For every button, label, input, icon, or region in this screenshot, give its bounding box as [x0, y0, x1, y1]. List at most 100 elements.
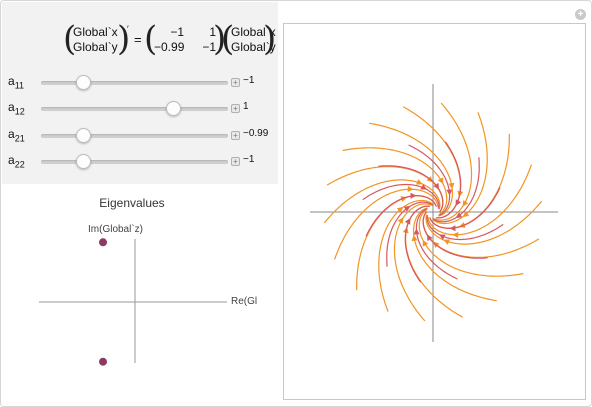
streamline: [393, 203, 432, 322]
streamline-arrow: [397, 217, 404, 224]
coefficient-matrix: −1 1 −0.99 −1: [154, 25, 216, 55]
lhs-bottom: Global`y: [73, 40, 118, 54]
streamline-arrow: [462, 200, 469, 207]
eigen-x-axis-label: Re(Gl: [231, 296, 258, 307]
streamline: [415, 208, 458, 280]
streamline: [432, 157, 480, 223]
rhs-left-paren: (: [221, 19, 235, 59]
plus-circle-icon[interactable]: +: [575, 9, 586, 20]
slider-thumb[interactable]: [76, 154, 91, 169]
slider-a11: a11 + −1: [1, 73, 277, 93]
streamline-arrow: [404, 218, 411, 225]
equals-sign: =: [134, 32, 142, 47]
streamline-arrow: [437, 177, 444, 185]
streamline-arrow: [407, 186, 414, 192]
eigenvalue-point: [99, 357, 107, 366]
streamline-arrow: [433, 182, 440, 190]
left-paren: (: [63, 19, 77, 59]
m22: −1: [202, 40, 216, 54]
plus-icon[interactable]: +: [231, 104, 240, 113]
streamline-arrow: [455, 199, 462, 206]
slider-value: −0.99: [243, 128, 269, 139]
lhs-vector: Global`x Global`y: [73, 25, 118, 55]
streamline-arrow: [462, 211, 470, 218]
streamline-arrow: [452, 232, 459, 238]
slider-label: a22: [8, 153, 25, 170]
eigenvalues-title: Eigenvalues: [99, 196, 165, 210]
streamline-arrow: [446, 189, 453, 196]
streamline-arrow: [403, 206, 411, 212]
slider-track[interactable]: [41, 107, 228, 111]
streamline-arrow: [410, 192, 417, 199]
streamline-arrow: [448, 182, 455, 190]
streamline: [425, 200, 543, 245]
streamline-arrow: [439, 234, 446, 240]
slider-label: a11: [8, 74, 25, 91]
streamline-arrow: [449, 225, 456, 232]
streamline: [408, 144, 451, 216]
streamline: [378, 165, 444, 213]
rhs-vector: Global`x Global`y: [231, 25, 276, 55]
streamline-arrow: [396, 206, 404, 213]
streamline: [323, 179, 441, 224]
eigen-y-axis-label: Im(Global`z): [88, 224, 144, 235]
streamline: [413, 207, 497, 302]
streamline-arrow: [413, 228, 420, 235]
streamline: [427, 164, 532, 236]
streamline: [431, 112, 488, 225]
phase-portrait: [310, 84, 558, 342]
streamline: [435, 141, 462, 219]
slider-thumb[interactable]: [76, 128, 91, 143]
plus-icon[interactable]: +: [231, 78, 240, 87]
streamline-arrow: [455, 212, 463, 218]
matrix-left-paren: (: [144, 19, 158, 59]
slider-track[interactable]: [41, 160, 228, 164]
lhs-top: Global`x: [73, 25, 118, 39]
streamline: [378, 199, 435, 312]
streamline: [342, 147, 448, 215]
prime-mark: ′: [127, 24, 129, 34]
slider-label: a21: [8, 127, 25, 144]
slider-value: −1: [243, 75, 255, 86]
slider-track[interactable]: [41, 81, 228, 85]
rhs-bottom: Global`y: [231, 40, 276, 54]
slider-a21: a21 + −0.99: [1, 126, 277, 146]
streamline: [426, 214, 504, 241]
slider-thumb[interactable]: [166, 101, 181, 116]
plus-icon[interactable]: +: [231, 131, 240, 140]
streamline: [429, 187, 501, 229]
slider-a22: a22 + −1: [1, 152, 277, 172]
rhs-right-paren: ): [263, 19, 277, 59]
streamline: [369, 122, 453, 217]
right-paren: ): [117, 19, 131, 59]
streamline: [362, 183, 440, 210]
slider-value: 1: [243, 101, 249, 112]
streamline: [386, 201, 434, 267]
slider-label: a12: [8, 100, 25, 117]
streamline-arrow: [443, 239, 450, 245]
streamline-arrow: [422, 239, 429, 247]
streamline: [418, 209, 524, 277]
eigen-area: [2, 184, 278, 406]
streamline-arrow: [411, 234, 418, 242]
plus-icon[interactable]: +: [231, 157, 240, 166]
streamline: [434, 102, 473, 221]
m11: −1: [170, 25, 184, 39]
streamline-arrow: [416, 179, 423, 185]
matrix-right-paren: ): [213, 19, 227, 59]
m12: 1: [209, 25, 216, 39]
streamline: [334, 188, 439, 260]
slider-track[interactable]: [41, 134, 228, 138]
slider-value: −1: [243, 154, 255, 165]
streamline: [404, 205, 431, 283]
streamline: [365, 195, 437, 237]
eigenvalue-plot: [39, 238, 227, 366]
streamline-arrow: [426, 234, 433, 242]
slider-thumb[interactable]: [76, 75, 91, 90]
ode-equation: ( Global`x Global`y ) ′ = ( −1 1 −0.99 −1 …: [61, 21, 276, 61]
rhs-top: Global`x: [231, 25, 276, 39]
eigenvalue-point: [99, 238, 107, 247]
m21: −0.99: [154, 40, 185, 54]
streamline-arrow: [420, 184, 427, 190]
